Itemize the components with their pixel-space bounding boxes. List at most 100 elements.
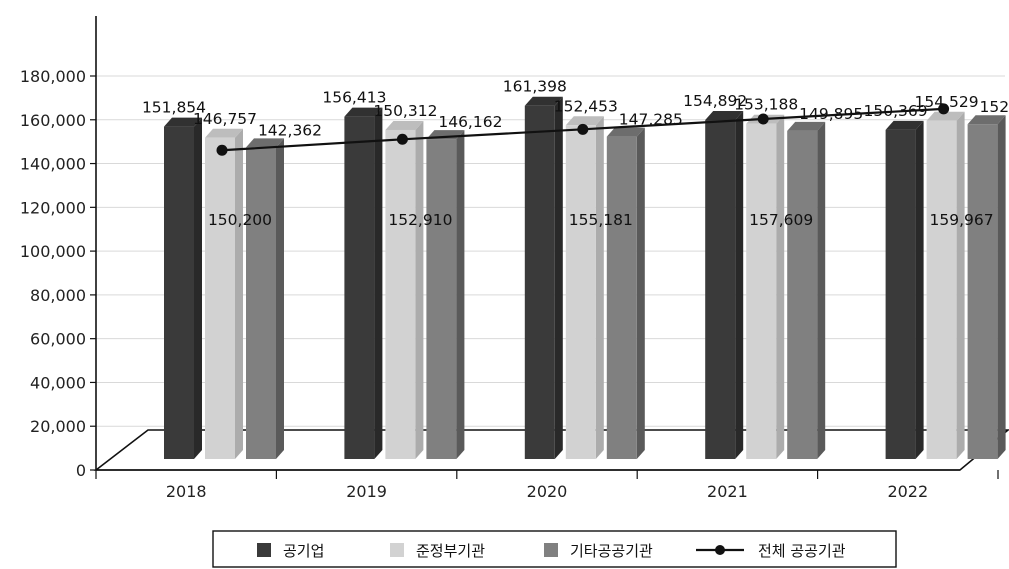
- bar-front: [926, 120, 957, 460]
- bar-side: [595, 116, 604, 459]
- total-value-label: 155,181: [569, 211, 633, 229]
- bar-front: [385, 129, 416, 459]
- bar-1: [164, 117, 202, 460]
- x-tick-label: 2018: [166, 482, 207, 501]
- bar-front: [967, 124, 998, 459]
- bar-front: [746, 123, 777, 460]
- bar-side: [456, 130, 465, 459]
- bar-side: [415, 120, 424, 459]
- bar-2: [926, 111, 965, 460]
- bar-value-label: 147,285: [619, 111, 683, 129]
- bar-value-label: 152,953: [980, 98, 1009, 116]
- bar-front: [344, 116, 375, 459]
- bar-top: [344, 107, 383, 117]
- y-tick-label: 120,000: [20, 198, 86, 217]
- y-tick-label: 100,000: [20, 242, 86, 261]
- legend-swatch: [257, 543, 271, 557]
- bar-side: [817, 121, 826, 460]
- bar-top: [967, 115, 1006, 125]
- bar-value-label: 152,453: [554, 97, 618, 115]
- data-labels: 151,854146,757142,362156,413150,312146,1…: [142, 78, 1009, 229]
- bar-3: [246, 138, 284, 459]
- legend-item: 준정부기관: [390, 542, 485, 560]
- bar-3: [426, 130, 465, 459]
- bar-side: [776, 114, 785, 460]
- legend-marker: [715, 545, 725, 555]
- x-tick-label: 2022: [887, 482, 928, 501]
- bar-front: [885, 129, 916, 460]
- bar-side: [276, 138, 284, 459]
- legend-item: 공기업: [257, 542, 324, 560]
- bar-value-label: 149,895: [799, 105, 863, 123]
- bar-2: [746, 114, 785, 460]
- bar-front: [246, 147, 276, 459]
- bar-value-label: 150,312: [373, 102, 437, 120]
- y-tick-label: 160,000: [20, 111, 86, 130]
- total-point: [396, 133, 408, 145]
- legend-item: 기타공공기관: [544, 542, 653, 560]
- y-tick-label: 60,000: [30, 330, 86, 349]
- total-point: [577, 123, 589, 135]
- bar-value-label: 142,362: [258, 121, 322, 139]
- bar-1: [344, 107, 383, 459]
- bar-3: [606, 127, 645, 459]
- bar-side: [554, 96, 563, 459]
- bar-2: [565, 116, 604, 459]
- bar-front: [705, 119, 736, 460]
- legend-item: 전체 공공기관: [696, 542, 846, 560]
- bar-front: [426, 139, 457, 459]
- total-line: [216, 103, 950, 156]
- bar-side: [374, 107, 383, 459]
- y-tick-label: 40,000: [30, 373, 86, 392]
- bar-front: [205, 137, 235, 459]
- bar-top: [565, 116, 604, 126]
- bar-front: [164, 126, 194, 460]
- total-value-label: 152,910: [388, 211, 452, 229]
- bar-value-label: 154,529: [915, 93, 979, 111]
- bar-value-label: 153,188: [734, 96, 798, 114]
- y-tick-label: 80,000: [30, 286, 86, 305]
- bar-value-label: 156,413: [322, 89, 386, 107]
- legend-swatch: [544, 543, 558, 557]
- legend-box: 공기업 준정부기관 기타공공기관 전체 공공기관: [212, 530, 897, 568]
- x-tick-label: 2019: [346, 482, 387, 501]
- total-value-label: 159,967: [930, 211, 994, 229]
- bar-top: [246, 138, 284, 148]
- y-axis-tick-labels: 0 20,000 40,000 60,000 80,000 100,000 120,000 1…: [20, 67, 86, 480]
- legend-label: 준정부기관: [416, 542, 485, 560]
- total-point: [938, 103, 950, 115]
- axes: [90, 16, 999, 479]
- total-point: [216, 144, 228, 156]
- bar-top: [606, 127, 645, 137]
- bar-side: [997, 115, 1006, 459]
- bar-side: [194, 117, 202, 460]
- bar-top: [524, 96, 563, 106]
- bar-top: [885, 120, 924, 130]
- bar-side: [915, 120, 924, 460]
- total-point: [757, 113, 769, 125]
- bars: [164, 96, 1006, 460]
- bar-side: [956, 111, 965, 460]
- bar-2: [205, 128, 243, 459]
- x-axis-tick-labels: 2018 2019 2020 2021 2022: [166, 482, 928, 501]
- bar-value-label: 161,398: [503, 78, 567, 96]
- bar-top: [385, 120, 424, 130]
- bar-top: [205, 128, 243, 138]
- bar-2: [385, 120, 424, 459]
- bar-1: [885, 120, 924, 460]
- legend-label: 전체 공공기관: [758, 542, 846, 560]
- bar-3: [967, 115, 1006, 459]
- bar-1: [524, 96, 563, 459]
- legend-label: 공기업: [283, 542, 324, 560]
- legend: 공기업 준정부기관 기타공공기관 전체 공공기관: [212, 530, 897, 568]
- bar-front: [606, 136, 637, 459]
- bar-value-label: 151,854: [142, 99, 206, 117]
- bar-value-label: 146,162: [438, 113, 502, 131]
- bar-top: [787, 121, 826, 131]
- y-tick-label: 180,000: [20, 67, 86, 86]
- bar-front: [524, 105, 555, 459]
- bar-top: [705, 110, 744, 120]
- bar-value-label: 150,369: [864, 102, 928, 120]
- bar-front: [787, 130, 818, 460]
